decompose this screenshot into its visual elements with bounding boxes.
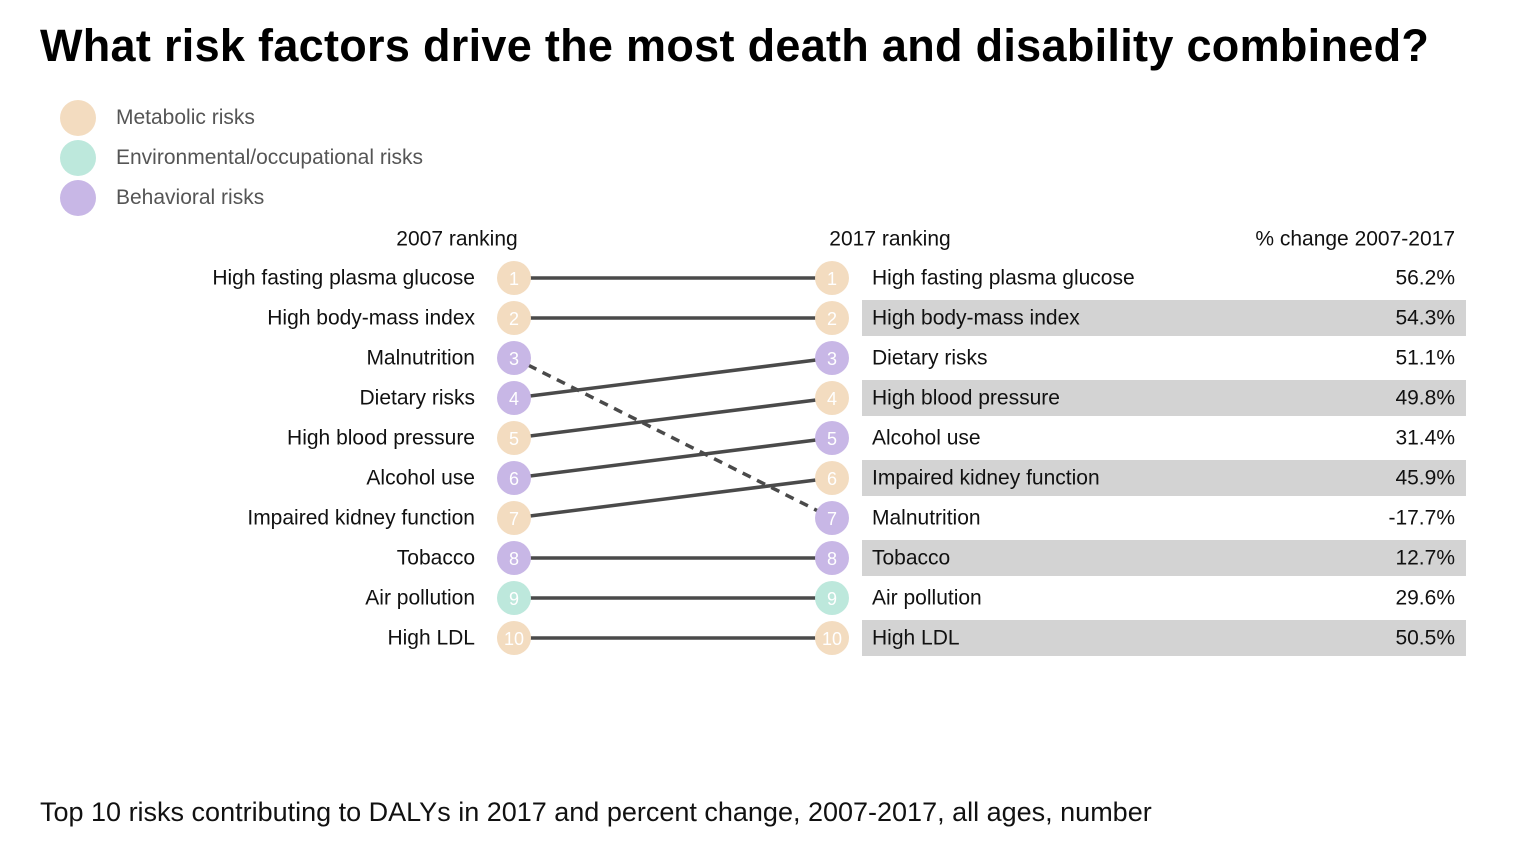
rank-number-2007-6: 6 xyxy=(509,469,519,489)
label-2007-rank-4: Dietary risks xyxy=(359,387,475,410)
marker-2017-rank-2 xyxy=(815,301,849,335)
row-band-2017-10 xyxy=(862,620,1466,656)
marker-2017-rank-5 xyxy=(815,421,849,455)
percent-change-rank-9: 29.6% xyxy=(1395,587,1455,610)
row-band-2017-8 xyxy=(862,540,1466,576)
percent-change-rank-3: 51.1% xyxy=(1395,347,1455,370)
marker-2007-rank-8 xyxy=(497,541,531,575)
label-2007-rank-2: High body-mass index xyxy=(267,307,475,330)
marker-2017-rank-1 xyxy=(815,261,849,295)
connector-line-6-to-5 xyxy=(513,436,833,480)
marker-2017-rank-3 xyxy=(815,341,849,375)
header-percent-change: % change 2007-2017 xyxy=(1255,228,1455,251)
rank-number-2007-3: 3 xyxy=(509,349,519,369)
percent-change-rank-1: 56.2% xyxy=(1395,267,1455,290)
legend-swatch-metabolic xyxy=(60,100,96,136)
marker-2007-rank-10 xyxy=(497,621,531,655)
rank-number-2017-9: 9 xyxy=(827,589,837,609)
marker-2017-rank-8 xyxy=(815,541,849,575)
label-2017-rank-4: High blood pressure xyxy=(872,387,1060,410)
marker-2017-rank-6 xyxy=(815,461,849,495)
label-2007-rank-5: High blood pressure xyxy=(287,427,475,450)
label-2007-rank-3: Malnutrition xyxy=(366,347,475,370)
label-2017-rank-5: Alcohol use xyxy=(872,427,981,450)
rank-number-2017-3: 3 xyxy=(827,349,837,369)
row-band-2017-4 xyxy=(862,380,1466,416)
connector-line-3-to-7 xyxy=(513,356,833,520)
rank-number-2017-5: 5 xyxy=(827,429,837,449)
percent-change-rank-7: -17.7% xyxy=(1388,507,1455,530)
rank-number-2007-1: 1 xyxy=(509,269,519,289)
label-2017-rank-1: High fasting plasma glucose xyxy=(872,267,1135,290)
label-2017-rank-3: Dietary risks xyxy=(872,347,988,370)
rank-number-2007-5: 5 xyxy=(509,429,519,449)
label-2017-rank-7: Malnutrition xyxy=(872,507,981,530)
label-2017-rank-10: High LDL xyxy=(872,627,960,650)
connector-line-7-to-6 xyxy=(513,476,833,520)
marker-2007-rank-9 xyxy=(497,581,531,615)
rank-number-2017-2: 2 xyxy=(827,309,837,329)
marker-2007-rank-6 xyxy=(497,461,531,495)
marker-2007-rank-5 xyxy=(497,421,531,455)
percent-change-rank-4: 49.8% xyxy=(1395,387,1455,410)
label-2017-rank-9: Air pollution xyxy=(872,587,982,610)
label-2007-rank-1: High fasting plasma glucose xyxy=(212,267,475,290)
marker-2007-rank-7 xyxy=(497,501,531,535)
label-2007-rank-6: Alcohol use xyxy=(366,467,475,490)
label-2017-rank-6: Impaired kidney function xyxy=(872,467,1100,490)
rank-number-2017-7: 7 xyxy=(827,509,837,529)
rank-number-2017-4: 4 xyxy=(827,389,837,409)
header-2017-ranking: 2017 ranking xyxy=(829,228,950,251)
legend-label-environmental: Environmental/occupational risks xyxy=(116,146,423,169)
marker-2017-rank-10 xyxy=(815,621,849,655)
header-2007-ranking: 2007 ranking xyxy=(396,228,517,251)
marker-2007-rank-2 xyxy=(497,301,531,335)
legend-swatch-environmental xyxy=(60,140,96,176)
label-2007-rank-9: Air pollution xyxy=(365,587,475,610)
percent-change-rank-10: 50.5% xyxy=(1395,627,1455,650)
row-band-2017-6 xyxy=(862,460,1466,496)
percent-change-rank-5: 31.4% xyxy=(1395,427,1455,450)
legend: Metabolic risks Environmental/occupation… xyxy=(60,98,423,218)
marker-2007-rank-3 xyxy=(497,341,531,375)
marker-2007-rank-1 xyxy=(497,261,531,295)
marker-2017-rank-4 xyxy=(815,381,849,415)
legend-label-behavioral: Behavioral risks xyxy=(116,186,265,209)
rank-number-2007-8: 8 xyxy=(509,549,519,569)
percent-change-rank-2: 54.3% xyxy=(1395,307,1455,330)
rank-number-2007-2: 2 xyxy=(509,309,519,329)
chart-caption: Top 10 risks contributing to DALYs in 20… xyxy=(40,797,1152,827)
rank-number-2007-4: 4 xyxy=(509,389,519,409)
marker-2017-rank-9 xyxy=(815,581,849,615)
label-2007-rank-10: High LDL xyxy=(387,627,475,650)
rank-number-2007-10: 10 xyxy=(504,629,524,649)
marker-2007-rank-4 xyxy=(497,381,531,415)
marker-2017-rank-7 xyxy=(815,501,849,535)
rank-number-2007-7: 7 xyxy=(509,509,519,529)
legend-item-environmental: Environmental/occupational risks xyxy=(60,138,423,178)
rank-number-2017-1: 1 xyxy=(827,269,837,289)
label-2017-rank-2: High body-mass index xyxy=(872,307,1080,330)
connector-line-4-to-3 xyxy=(513,356,833,400)
label-2017-rank-8: Tobacco xyxy=(872,547,950,570)
percent-change-rank-8: 12.7% xyxy=(1395,547,1455,570)
chart-title: What risk factors drive the most death a… xyxy=(40,20,1430,71)
legend-label-metabolic: Metabolic risks xyxy=(116,106,255,129)
row-band-2017-2 xyxy=(862,300,1466,336)
label-2007-rank-8: Tobacco xyxy=(397,547,475,570)
connector-line-5-to-4 xyxy=(513,396,833,440)
rank-number-2017-10: 10 xyxy=(822,629,842,649)
percent-change-rank-6: 45.9% xyxy=(1395,467,1455,490)
label-2007-rank-7: Impaired kidney function xyxy=(247,507,475,530)
rank-number-2007-9: 9 xyxy=(509,589,519,609)
legend-item-metabolic: Metabolic risks xyxy=(60,98,423,138)
legend-swatch-behavioral xyxy=(60,180,96,216)
rank-number-2017-8: 8 xyxy=(827,549,837,569)
rank-number-2017-6: 6 xyxy=(827,469,837,489)
legend-item-behavioral: Behavioral risks xyxy=(60,178,423,218)
